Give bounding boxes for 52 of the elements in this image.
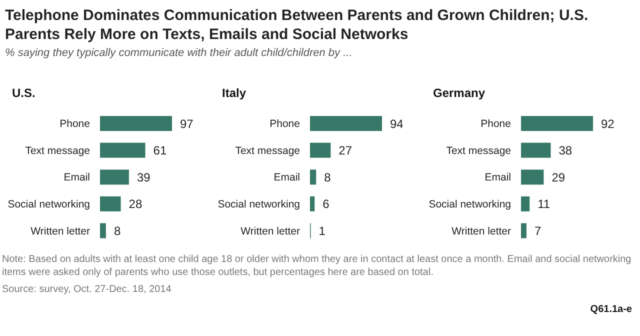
data-label: 28 bbox=[128, 197, 142, 212]
bar bbox=[310, 142, 331, 158]
data-label: 27 bbox=[338, 144, 352, 158]
bar bbox=[310, 196, 315, 212]
text: Q61.1a-e bbox=[590, 304, 632, 315]
bar bbox=[521, 170, 544, 185]
data-label: 6 bbox=[322, 197, 330, 212]
y-tick-label: Email bbox=[274, 172, 300, 184]
data-label: 11 bbox=[538, 197, 550, 212]
data-label: 8 bbox=[114, 224, 121, 238]
bar bbox=[100, 170, 129, 185]
y-tick-label: Text message bbox=[446, 144, 512, 157]
y-tick-label: Written letter bbox=[240, 225, 300, 238]
data-label: 8 bbox=[324, 170, 332, 184]
y-tick-label: Social networking bbox=[218, 198, 300, 211]
bar bbox=[100, 196, 121, 212]
bar bbox=[310, 116, 382, 131]
bar bbox=[100, 223, 106, 238]
bar bbox=[521, 116, 593, 131]
bar bbox=[100, 116, 172, 131]
data-label: 97 bbox=[180, 116, 194, 131]
y-tick-label: Phone bbox=[270, 118, 300, 130]
bar bbox=[521, 142, 551, 158]
y-tick-label: Text message bbox=[235, 144, 300, 157]
bar bbox=[521, 196, 530, 212]
y-tick-label: Email bbox=[64, 172, 90, 184]
y-tick-label: Written letter bbox=[452, 225, 512, 238]
source-note: Source: survey, Oct. 27-Dec. 18, 2014 bbox=[2, 284, 172, 295]
y-tick-label: Phone bbox=[480, 118, 512, 130]
chart-title: Germany bbox=[432, 86, 486, 102]
bar bbox=[310, 170, 316, 185]
y-tick-label: Phone bbox=[60, 118, 90, 130]
data-label: 38 bbox=[558, 144, 572, 158]
data-label: 94 bbox=[390, 116, 404, 131]
bar bbox=[100, 142, 146, 158]
data-label: 29 bbox=[552, 170, 566, 184]
y-tick-label: Written letter bbox=[30, 225, 90, 238]
y-tick-label: Text message bbox=[25, 144, 90, 157]
data-label: 92 bbox=[601, 116, 615, 131]
text: Telephone Dominates Communication Between Parents and Grown Children; U.S. Parents Rely More on Texts, Emails and Social Networks bbox=[5, 6, 590, 44]
text: % saying they typically communicate with their adult child/children by ... bbox=[5, 47, 352, 59]
data-label: 61 bbox=[153, 144, 167, 158]
text: Note: Based on adults with at least one child age 18 or older with whom they are in contact at least once a month. Email and social networking items were asked only of parents who use those outlets, but percentages here are based on total. bbox=[2, 253, 632, 279]
data-label: 7 bbox=[534, 224, 542, 238]
chart-title: U.S. bbox=[11, 86, 36, 102]
data-label: 1 bbox=[318, 224, 326, 238]
data-label: 39 bbox=[136, 170, 151, 184]
chart-title: Italy bbox=[221, 86, 248, 102]
bar bbox=[521, 223, 526, 238]
y-tick-label: Email bbox=[484, 172, 511, 184]
y-tick-label: Social networking bbox=[428, 198, 512, 211]
y-tick-label: Social networking bbox=[8, 198, 90, 211]
